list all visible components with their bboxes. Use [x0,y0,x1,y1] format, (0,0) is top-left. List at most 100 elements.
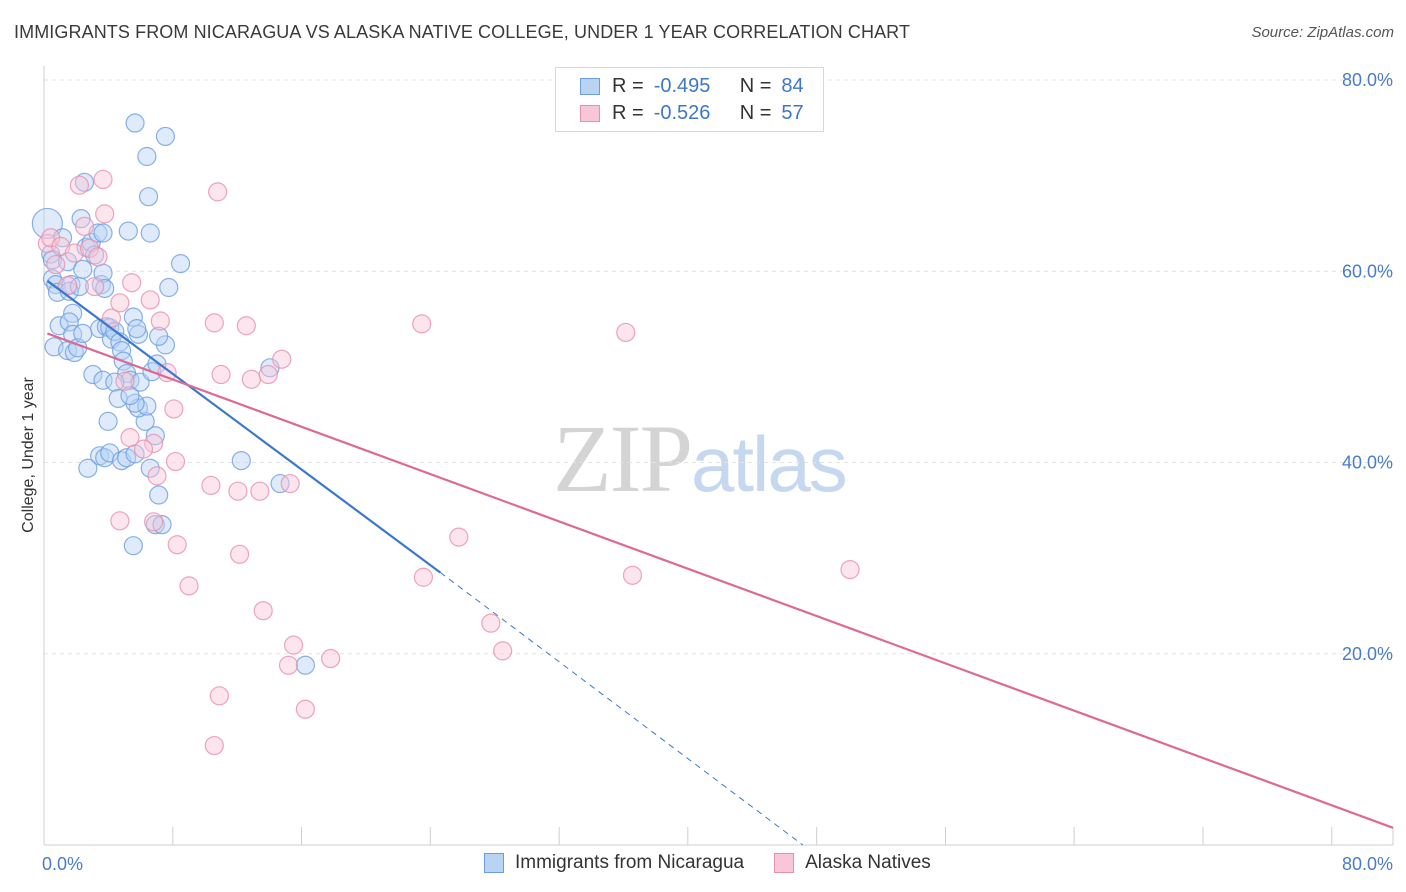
data-point [123,307,143,327]
r-label: R = [612,74,644,97]
data-point [250,481,270,501]
y-tick-label: 80.0% [1342,70,1393,90]
data-point [49,316,69,336]
gridlines [44,79,1393,655]
tick-labels: 20.0% 40.0% 60.0% 80.0% 0.0% 80.0% [42,70,1393,874]
data-point [449,527,469,547]
data-point [616,322,636,343]
x-tick-label: 80.0% [1342,854,1393,874]
axes [43,66,1394,846]
data-point [211,364,231,385]
series-legend: Immigrants from Nicaragua Alaska Natives [484,852,961,874]
data-point [93,169,113,190]
data-point [46,254,66,275]
data-point [59,312,79,332]
legend-item-nicaragua[interactable]: Immigrants from Nicaragua [484,852,744,874]
data-point [165,451,186,472]
data-point [120,385,140,406]
data-point [149,485,169,505]
data-point [115,371,135,391]
data-point [118,221,138,241]
legend-item-alaska[interactable]: Alaska Natives [774,852,931,874]
data-point [64,243,84,263]
data-point [241,369,262,389]
trend-lines-dashed [439,572,804,846]
data-point [110,293,130,313]
data-point [258,364,278,385]
data-point [201,475,221,496]
data-point [137,396,157,416]
data-point [295,655,315,675]
y-tick-label: 40.0% [1342,453,1393,473]
chart-title: IMMIGRANTS FROM NICARAGUA VS ALASKA NATI… [14,22,911,42]
data-point [88,247,108,267]
data-point [228,481,248,501]
data-point [127,319,147,339]
data-point [95,204,115,224]
data-point [157,363,177,383]
legend-label-nicaragua: Immigrants from Nicaragua [515,852,745,873]
y-tick-label: 20.0% [1342,644,1393,664]
data-point [98,411,118,431]
data-point [164,399,184,419]
data-point [137,146,157,167]
data-point [123,536,143,556]
y-tick-label: 60.0% [1342,261,1393,281]
data-point [622,565,643,585]
x-tick-label: 0.0% [42,854,83,874]
data-point [144,512,164,532]
data-point [412,314,432,334]
data-point [278,655,299,675]
data-point [125,113,145,133]
data-point [283,635,304,655]
data-point [140,223,160,243]
r-value-nicaragua: -0.495 [653,74,711,97]
legend-swatch-alaska [774,853,795,873]
data-point [149,326,169,346]
r-label: R = [612,101,644,124]
data-point [272,349,292,369]
data-point [204,313,224,333]
data-points [31,113,860,756]
data-point [167,535,187,555]
legend-label-alaska: Alaska Natives [805,852,931,873]
data-point [140,290,160,310]
data-point [231,450,251,471]
data-point [321,648,341,669]
legend-swatch-alaska [580,104,600,122]
data-point [120,428,140,448]
data-point [105,372,125,392]
data-point [74,216,95,236]
data-point [147,466,167,486]
data-point [155,126,176,147]
data-point [144,433,164,453]
data-point [413,567,434,587]
y-axis-label: College, Under 1 year [20,377,37,533]
data-point [133,439,154,459]
data-point [122,273,142,293]
stats-legend-row-nicaragua: R = -0.495 N = 84 [580,74,804,98]
data-point [150,311,170,331]
data-point [179,576,199,596]
data-point [110,511,130,531]
trend-line [46,332,1394,829]
legend-swatch-nicaragua [580,77,600,95]
stats-legend-row-alaska: R = -0.526 N = 57 [580,101,804,125]
data-point [140,458,160,478]
data-point [84,245,105,265]
data-point [78,458,98,478]
n-label: N = [739,74,772,97]
data-point [159,277,179,298]
trend-line [46,279,441,574]
watermark: ZIPatlas [553,403,848,514]
r-value-alaska: -0.526 [653,101,711,124]
data-point [145,426,165,446]
data-point [83,364,103,385]
data-point [230,544,250,564]
stats-legend: R = -0.495 N = 84 R = -0.526 N = 57 [555,67,824,132]
data-point [280,473,300,494]
watermark-atlas: atlas [691,420,848,508]
data-point [295,699,315,719]
data-point [93,370,113,390]
